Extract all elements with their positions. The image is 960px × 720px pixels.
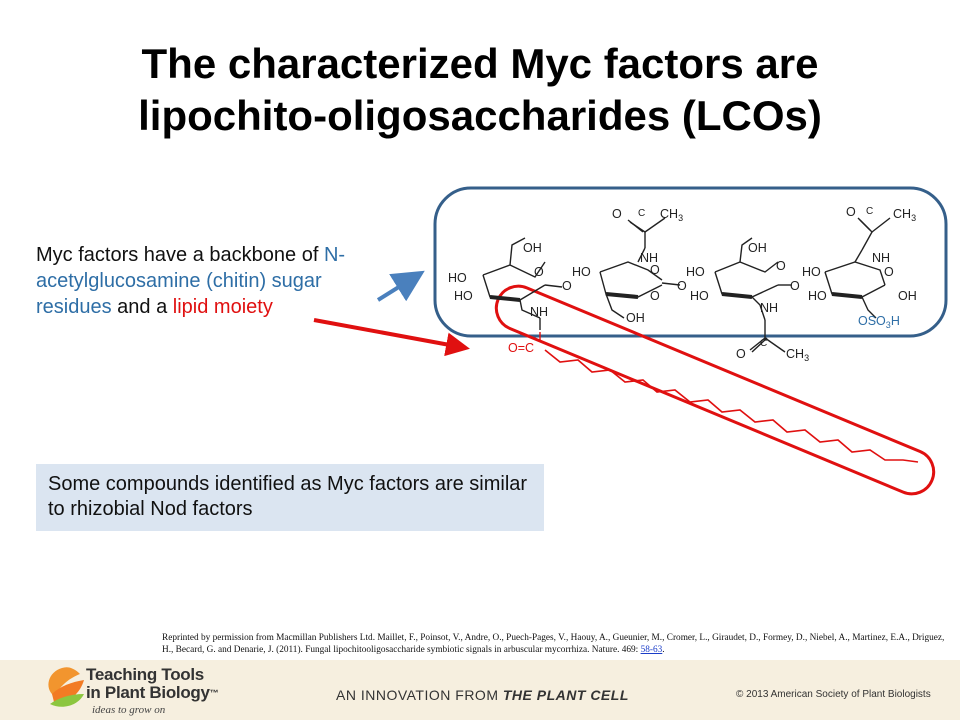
label-oh-1: OH [523, 241, 542, 255]
label-oso3h: OSO3H [858, 314, 900, 330]
trademark: ™ [209, 688, 219, 698]
label-o-acetyl3: O [736, 347, 746, 361]
innovation-text: AN INNOVATION FROM THE PLANT CELL [336, 687, 629, 703]
brand-line-1: Teaching Tools [86, 665, 204, 684]
sugar-ring-bonds [482, 217, 891, 353]
label-ch3-acetyl3: CH3 [786, 347, 809, 363]
label-o-link3: O [790, 279, 800, 293]
label-c-acetyl2: C [866, 206, 873, 217]
label-nh-2: NH [640, 251, 658, 265]
label-o-link1: O [562, 279, 572, 293]
citation: Reprinted by permission from Macmillan P… [162, 632, 952, 656]
description-text: Myc factors have a backbone of N-acetylg… [36, 242, 381, 320]
citation-link[interactable]: 58-63 [640, 645, 663, 655]
ch3-sub-2: 3 [911, 213, 916, 223]
desc-part-2: and a [111, 296, 173, 318]
lipid-chain [544, 349, 919, 463]
label-o-ring3: O [776, 259, 786, 273]
label-ho-6: HO [802, 265, 821, 279]
ch3-sub-1: 3 [678, 213, 683, 223]
footer: Teaching Tools in Plant Biology™ ideas t… [0, 660, 960, 720]
blue-arrow [376, 270, 425, 302]
label-o-acetyl1: O [612, 207, 622, 221]
ch3-text-2: CH [893, 207, 911, 221]
oso3h-main: OSO [858, 314, 886, 328]
label-o-ring2b: O [650, 289, 660, 303]
leaf-logo-icon [48, 667, 84, 707]
label-oh-2: OH [626, 311, 645, 325]
citation-text: Reprinted by permission from Macmillan P… [162, 633, 945, 655]
citation-end: . [662, 645, 665, 655]
oso3h-end: H [891, 314, 900, 328]
label-o-link2: O [677, 279, 687, 293]
label-c-acetyl3: C [760, 338, 767, 349]
label-nh-1: NH [530, 305, 548, 319]
label-ho-4: HO [686, 265, 705, 279]
brand-line-2: in Plant Biology™ [86, 683, 219, 702]
oso3h-sub: 3 [886, 320, 891, 330]
ch3-text-1: CH [660, 207, 678, 221]
brand-line-2-text: in Plant Biology [86, 683, 210, 702]
desc-part-1: Myc factors have a backbone of [36, 244, 324, 266]
label-o-ring2: O [650, 263, 660, 277]
slide-title: The characterized Myc factors are lipoch… [40, 38, 920, 142]
label-oh-ring4: OH [898, 289, 917, 303]
note-text: Some compounds identified as Myc factors… [48, 473, 528, 520]
copyright: © 2013 American Society of Plant Biologi… [736, 689, 931, 700]
red-arrow [313, 318, 470, 357]
innovation-prefix: AN INNOVATION FROM [336, 687, 503, 703]
label-c-acetyl1: C [638, 208, 645, 219]
label-o-acetyl2: O [846, 205, 856, 219]
desc-chitin-text: N-acetylglucosamine (chitin) sugar resid… [36, 244, 346, 318]
label-nh-4: NH [872, 251, 890, 265]
ch3-text-3: CH [786, 347, 804, 361]
title-line-1: The characterized Myc factors are [141, 40, 819, 87]
label-ho-7: HO [808, 289, 827, 303]
label-ho-5: HO [690, 289, 709, 303]
desc-lipid-text: lipid moiety [172, 296, 273, 318]
label-o-ring1: O [534, 265, 544, 279]
label-oh-3: OH [748, 241, 767, 255]
label-ho-3: HO [572, 265, 591, 279]
label-ho-1: HO [448, 271, 467, 285]
label-ch3-acetyl2: CH3 [893, 207, 916, 223]
label-nh-3: NH [760, 301, 778, 315]
label-ester: O=C [508, 341, 534, 355]
label-ch3-acetyl1: CH3 [660, 207, 683, 223]
innovation-name: THE PLANT CELL [502, 687, 629, 703]
title-line-2: lipochito-oligosaccharides (LCOs) [138, 92, 822, 139]
backbone-box [433, 186, 948, 338]
ch3-sub-3: 3 [804, 353, 809, 363]
note-box: Some compounds identified as Myc factors… [36, 464, 544, 531]
label-ho-2: HO [454, 289, 473, 303]
label-o-ring4: O [884, 265, 894, 279]
tagline: ideas to grow on [92, 704, 166, 716]
brand-name: Teaching Tools in Plant Biology™ [86, 665, 219, 702]
lipid-box [494, 284, 936, 496]
